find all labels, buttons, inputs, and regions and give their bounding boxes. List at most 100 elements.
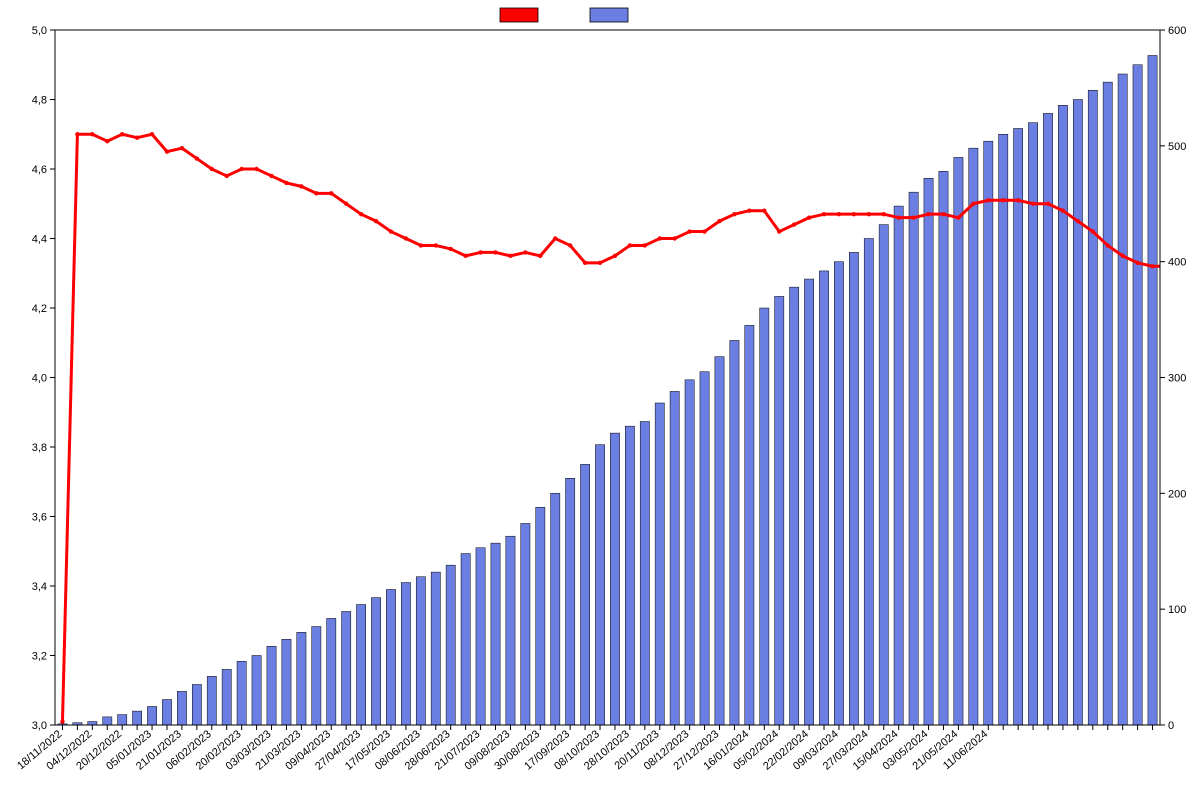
bar [775,296,784,725]
bar [969,148,978,725]
line-marker [1120,254,1124,258]
y-left-tick-label: 4,2 [32,303,47,315]
bar [879,225,888,725]
line-marker [568,243,572,247]
bar [655,403,664,725]
bar [416,577,425,725]
bar [312,627,321,725]
line-marker [941,212,945,216]
bar [730,340,739,725]
bar [401,583,410,725]
bar [1073,100,1082,726]
bar [954,157,963,725]
line-marker [598,261,602,265]
bar [1088,90,1097,725]
line-marker [254,167,258,171]
line-marker [1150,264,1154,268]
bar [745,325,754,725]
bar [685,380,694,725]
line-marker [105,139,109,143]
bar [700,372,709,725]
bar [267,646,276,725]
bar [834,262,843,725]
line-marker [702,229,706,233]
bar [506,536,515,725]
line-marker [359,212,363,216]
line-marker [986,198,990,202]
bar [894,206,903,725]
y-left-tick-label: 3,2 [32,651,47,663]
bar [297,632,306,725]
line-marker [150,132,154,136]
bar [804,279,813,725]
line-marker [852,212,856,216]
line-marker [1001,198,1005,202]
bar [342,611,351,725]
line-marker [225,174,229,178]
bar [1133,65,1142,725]
line-marker [822,212,826,216]
line-marker [792,222,796,226]
line-marker [210,167,214,171]
line-marker [732,212,736,216]
bar [386,589,395,725]
line-marker [911,215,915,219]
line-marker [747,209,751,213]
line-marker [90,132,94,136]
line-marker [165,149,169,153]
line-marker [463,254,467,258]
line-marker [956,215,960,219]
line-marker [717,219,721,223]
bar [192,684,201,725]
bar [132,711,141,725]
line-marker [434,243,438,247]
line-marker [628,243,632,247]
line-marker [314,191,318,195]
line-marker [807,215,811,219]
line-marker [553,236,557,240]
line-marker [687,229,691,233]
y-left-tick-label: 3,8 [32,442,47,454]
line-marker [762,209,766,213]
bar [118,715,127,725]
line-marker [449,247,453,251]
line-marker [1076,219,1080,223]
bar [670,391,679,725]
bar [446,565,455,725]
line-marker [75,132,79,136]
bar [849,252,858,725]
bar [327,618,336,725]
line-marker [523,250,527,254]
line-marker [508,254,512,258]
y-left-tick-label: 4,8 [32,95,47,107]
bar [580,464,589,725]
line-marker [329,191,333,195]
bar [237,661,246,725]
line-marker [1046,202,1050,206]
bar [610,433,619,725]
y-right-tick-label: 300 [1168,373,1186,385]
line-marker [239,167,243,171]
line-marker [1016,198,1020,202]
y-left-tick-label: 3,0 [32,720,47,732]
line-marker [478,250,482,254]
line-marker [135,136,139,140]
bar [1028,123,1037,725]
line-marker [180,146,184,150]
line-marker [538,254,542,258]
bar [476,548,485,725]
bar [461,554,470,725]
bar [625,426,634,725]
y-right-tick-label: 0 [1168,720,1174,732]
y-left-tick-label: 4,6 [32,164,47,176]
legend-swatch [500,8,538,22]
y-right-tick-label: 200 [1168,488,1186,500]
line-marker [882,212,886,216]
line-marker [658,236,662,240]
line-marker [1135,261,1139,265]
line-marker [404,236,408,240]
bar [1058,105,1067,725]
line-marker [195,156,199,160]
bar [521,523,530,725]
line-marker [896,215,900,219]
